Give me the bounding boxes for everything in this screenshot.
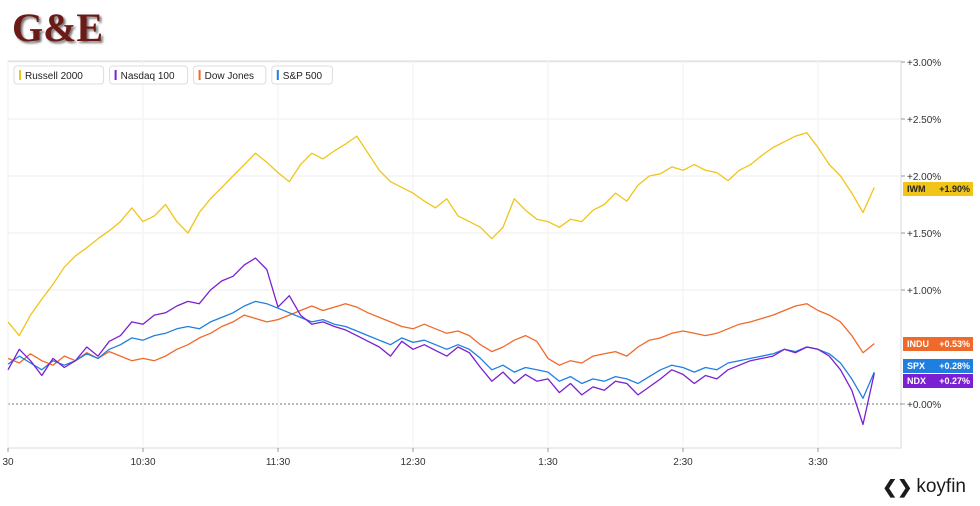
x-tick-label: 30 — [2, 457, 14, 468]
y-tick-label: +3.00% — [907, 58, 941, 69]
series-line-ndx — [7, 257, 875, 426]
koyfin-logo-icon: ❮❯ — [882, 476, 913, 497]
end-value-tags: IWM +1.90% INDU +0.53% SPX +0.28% NDX +0.27% — [903, 182, 973, 388]
legend-swatch — [276, 70, 279, 80]
y-tick-label: +2.00% — [907, 172, 941, 183]
x-tick-label: 11:30 — [266, 457, 291, 468]
y-tick-label: +1.00% — [907, 286, 941, 297]
legend-item-spx[interactable]: S&P 500 — [271, 65, 333, 85]
legend-chip — [193, 65, 267, 85]
legend-label: Dow Jones — [205, 71, 254, 82]
end-tag-ticker: IWM — [907, 184, 926, 194]
end-tag-value: +0.27% — [939, 376, 970, 386]
end-tag-ticker: SPX — [907, 361, 925, 371]
legend-swatch — [114, 70, 117, 80]
chart-series — [7, 132, 875, 426]
end-tag-ticker: INDU — [907, 339, 929, 349]
legend-chip — [271, 65, 333, 85]
legend-chip — [109, 65, 189, 85]
legend-item-iwm[interactable]: Russell 2000 — [13, 65, 105, 85]
end-tag-ndx: NDX +0.27% — [903, 374, 973, 388]
end-tag-iwm: IWM +1.90% — [903, 182, 973, 196]
end-tag-value: +0.28% — [939, 361, 970, 371]
x-tick-label: 10:30 — [130, 457, 155, 468]
end-tag-value: +0.53% — [939, 339, 970, 349]
legend-item-ndx[interactable]: Nasdaq 100 — [109, 65, 189, 85]
end-tag-bg — [903, 337, 973, 351]
chart-gridlines — [7, 61, 901, 448]
series-line-iwm — [7, 132, 875, 337]
legend-chip — [13, 65, 105, 85]
y-tick-label: +1.50% — [907, 229, 941, 240]
koyfin-brand: ❮❯ koyfin — [882, 476, 966, 498]
series-line-spx — [7, 300, 875, 399]
x-tick-label: 1:30 — [538, 457, 558, 468]
x-axis-ticks: 30 10:30 11:30 12:30 1:30 2:30 3:30 — [2, 448, 828, 468]
x-tick-label: 2:30 — [673, 457, 693, 468]
legend-swatch — [198, 70, 201, 80]
y-axis-ticks: +3.00% +2.50% +2.00% +1.50% +1.00% +0.00% — [901, 58, 941, 411]
ge-logo: G&E — [12, 5, 104, 50]
legend-label: Russell 2000 — [25, 71, 83, 82]
legend-swatch — [19, 70, 21, 80]
end-tag-bg — [903, 182, 973, 196]
series-line-indu — [7, 303, 875, 366]
end-tag-spx: SPX +0.28% — [903, 359, 973, 373]
end-tag-value: +1.90% — [939, 184, 970, 194]
x-tick-label: 12:30 — [400, 457, 425, 468]
y-tick-label: +2.50% — [907, 115, 941, 126]
legend-label: S&P 500 — [283, 71, 323, 82]
end-tag-bg — [903, 359, 973, 373]
end-tag-indu: INDU +0.53% — [903, 337, 973, 351]
chart-legend: Russell 2000 Nasdaq 100 Dow Jones S&P 500 — [13, 65, 333, 85]
end-tag-bg — [903, 374, 973, 388]
brand-name: koyfin — [916, 476, 966, 497]
legend-label: Nasdaq 100 — [121, 71, 175, 82]
end-tag-ticker: NDX — [907, 376, 926, 386]
y-tick-label: +0.00% — [907, 400, 941, 411]
x-tick-label: 3:30 — [808, 457, 828, 468]
legend-item-indu[interactable]: Dow Jones — [193, 65, 267, 85]
